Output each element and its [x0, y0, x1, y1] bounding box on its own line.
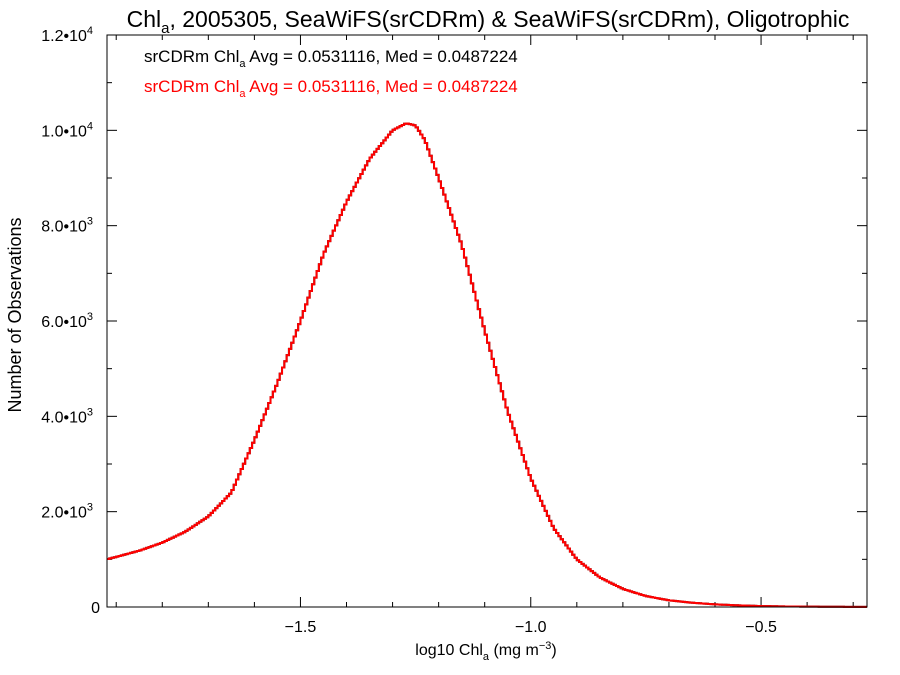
y-tick-label: 2.0•103	[41, 502, 93, 522]
y-tick-label: 1.0•104	[41, 120, 93, 140]
y-tick-label: 4.0•103	[41, 406, 93, 426]
x-axis-label: log10 Chla (mg m−3)	[415, 640, 556, 663]
y-axis-label: Number of Observations	[5, 217, 25, 412]
x-tick-label: −1.0	[515, 619, 547, 636]
histogram-series	[107, 122, 867, 608]
series-line-red	[107, 122, 867, 608]
stats-annotation-black: srCDRm Chla Avg = 0.0531116, Med = 0.048…	[144, 47, 518, 70]
y-tick-label: 6.0•103	[41, 311, 93, 331]
axis-ticks: −1.5 −1.0 −0.5 0 2.0•103 4.0•103 6.0•103 8.0•10…	[41, 25, 867, 636]
y-tick-label: 1.2•104	[41, 25, 93, 45]
y-tick-label: 0	[91, 600, 100, 617]
x-tick-label: −1.5	[285, 619, 317, 636]
series-line-black	[107, 122, 867, 608]
stats-annotation-red: srCDRm Chla Avg = 0.0531116, Med = 0.048…	[144, 77, 518, 100]
plot-frame	[106, 34, 868, 608]
x-tick-label: −0.5	[745, 619, 777, 636]
chart-title: Chla, 2005305, SeaWiFS(srCDRm) & SeaWiFS…	[127, 6, 850, 37]
y-tick-label: 8.0•103	[41, 216, 93, 236]
